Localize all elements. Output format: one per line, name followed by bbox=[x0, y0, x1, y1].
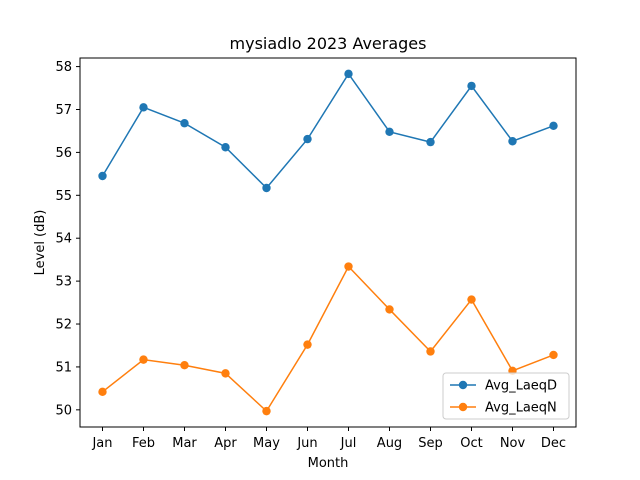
data-point-avg-laeqd-may bbox=[262, 183, 271, 193]
data-point-avg-laeqn-jul bbox=[344, 262, 353, 271]
y-tick-label: 51 bbox=[55, 360, 72, 375]
y-tick-label: 52 bbox=[55, 318, 72, 333]
series-line-avg-laeqd bbox=[101, 72, 554, 190]
chart-title: mysiadlo 2023 Averages bbox=[230, 34, 427, 53]
legend-swatch-marker bbox=[458, 380, 468, 390]
data-point-avg-laeqn-feb bbox=[139, 355, 148, 364]
data-point-avg-laeqd-sep bbox=[426, 137, 435, 147]
axes: Jan Feb Mar Apr May Jun Jul Aug Sep Oct Nov Dec 50 51… bbox=[55, 60, 566, 451]
y-tick-label: 55 bbox=[55, 189, 72, 204]
legend: Avg_LaeqD Avg_LaeqN bbox=[442, 372, 570, 420]
series-line-avg-laeqn bbox=[102, 265, 554, 413]
plot-area bbox=[98, 69, 558, 416]
x-tick-label: Nov bbox=[500, 436, 526, 451]
legend-label: Avg_LaeqD bbox=[485, 379, 557, 394]
x-tick-label: May bbox=[253, 436, 280, 451]
data-point-avg-laeqd-jan bbox=[98, 171, 107, 181]
data-point-avg-laeqn-oct bbox=[467, 295, 476, 304]
data-point-avg-laeqn-jan bbox=[98, 387, 107, 397]
data-point-avg-laeqn-may bbox=[262, 406, 271, 416]
x-tick-label: Aug bbox=[377, 436, 402, 451]
legend-label: Avg_LaeqN bbox=[485, 401, 557, 416]
data-point-avg-laeqd-dec bbox=[549, 121, 558, 130]
x-tick-label: Sep bbox=[418, 436, 443, 451]
data-point-avg-laeqd-feb bbox=[139, 103, 148, 112]
data-point-avg-laeqn-dec bbox=[549, 350, 558, 360]
data-point-avg-laeqd-jul bbox=[344, 69, 353, 79]
plot-frame bbox=[79, 57, 577, 428]
data-point-avg-laeqd-nov bbox=[508, 137, 517, 146]
x-tick-label: Mar bbox=[172, 436, 197, 451]
x-tick-label: Jun bbox=[296, 436, 317, 451]
data-point-avg-laeqd-aug bbox=[385, 127, 394, 136]
data-point-avg-laeqd-mar bbox=[180, 119, 189, 128]
y-tick-label: 53 bbox=[55, 275, 72, 290]
data-point-avg-laeqn-apr bbox=[221, 369, 230, 378]
legend-swatch-marker bbox=[458, 402, 468, 412]
data-point-avg-laeqd-oct bbox=[467, 81, 476, 91]
x-tick-label: Apr bbox=[214, 436, 237, 451]
data-point-avg-laeqn-aug bbox=[385, 305, 394, 314]
x-axis-label: Month bbox=[308, 456, 349, 471]
data-point-avg-laeqd-apr bbox=[221, 143, 230, 152]
data-point-avg-laeqn-mar bbox=[180, 361, 189, 370]
y-axis-label: Level (dB) bbox=[33, 210, 48, 276]
data-point-avg-laeqd-jun bbox=[303, 134, 312, 144]
data-point-avg-laeqn-jun bbox=[303, 340, 312, 349]
x-tick-label: Feb bbox=[132, 436, 155, 451]
x-tick-label: Oct bbox=[460, 436, 482, 451]
x-tick-label: Jan bbox=[91, 436, 112, 451]
y-tick-label: 50 bbox=[55, 403, 72, 418]
data-point-avg-laeqn-sep bbox=[426, 347, 435, 356]
y-tick-label: 58 bbox=[55, 60, 72, 75]
x-tick-label: Jul bbox=[340, 436, 357, 451]
y-tick-label: 54 bbox=[55, 232, 72, 247]
y-tick-label: 57 bbox=[55, 103, 72, 118]
x-tick-label: Dec bbox=[541, 436, 566, 451]
y-tick-label: 56 bbox=[55, 146, 72, 161]
